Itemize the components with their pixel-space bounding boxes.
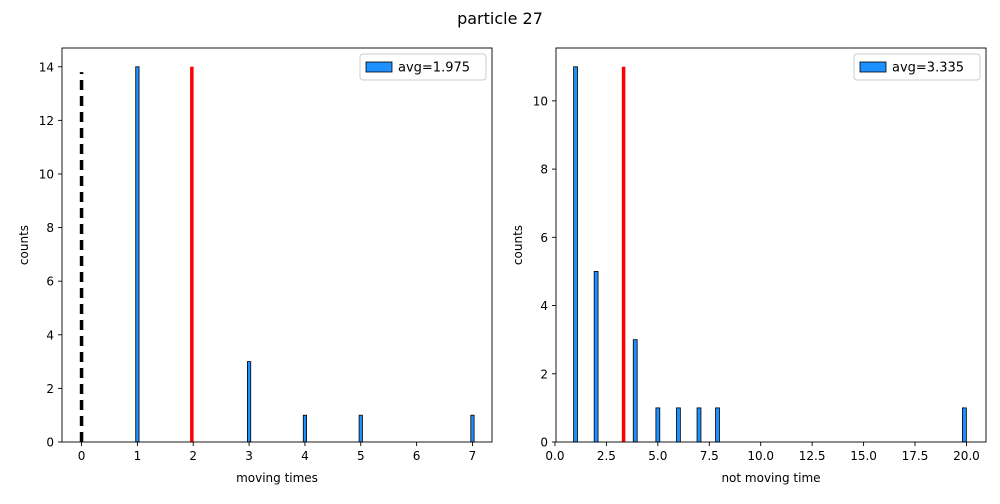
bar (470, 414, 475, 443)
right-chart-panel: 0.0 2.5 5.0 7.5 10.0 12.5 15.0 17.5 20.0 0 2 4 6 8 10 n… (511, 47, 987, 485)
legend-label: avg=1.975 (398, 61, 470, 76)
bar (696, 407, 702, 443)
y-axis-label: counts (17, 225, 31, 265)
bar (302, 414, 307, 443)
bar (358, 414, 363, 443)
x-tick-label: 6 (413, 449, 421, 463)
bar (573, 66, 578, 443)
y-tick-label: 14 (39, 60, 54, 74)
bar (655, 407, 661, 443)
y-tick-label: 4 (540, 299, 548, 313)
bar (246, 361, 252, 443)
y-tick-label: 10 (39, 167, 54, 181)
x-axis-label: moving times (236, 471, 318, 485)
axes-frame (61, 47, 493, 443)
y-tick-label: 8 (540, 163, 548, 177)
x-tick-label: 20.0 (953, 449, 980, 463)
y-tick-label: 10 (533, 94, 548, 108)
x-axis-label: not moving time (721, 471, 820, 485)
x-tick-label: 2.5 (597, 449, 616, 463)
bar (715, 407, 720, 443)
legend-box (853, 53, 981, 81)
x-tick-label: 7.5 (700, 449, 719, 463)
y-tick-label: 6 (46, 275, 54, 289)
y-tick-label: 4 (46, 328, 54, 342)
y-tick-label: 2 (540, 367, 548, 381)
bar (593, 271, 599, 443)
y-tick-label: 12 (39, 114, 54, 128)
y-tick-label: 0 (540, 436, 548, 450)
x-tick-label: 7 (469, 449, 477, 463)
y-tick-label: 8 (46, 221, 54, 235)
bar (962, 407, 967, 443)
bar (632, 339, 638, 443)
legend-swatch (859, 61, 887, 73)
x-tick-label: 15.0 (850, 449, 877, 463)
legend-label: avg=3.335 (892, 61, 964, 76)
axes-frame (555, 47, 987, 443)
y-tick-label: 0 (46, 436, 54, 450)
bar (135, 66, 140, 443)
bar (676, 407, 681, 443)
x-tick-label: 1 (134, 449, 142, 463)
x-tick-label: 5 (357, 449, 365, 463)
legend-swatch (365, 61, 393, 73)
x-tick-label: 12.5 (799, 449, 826, 463)
x-tick-label: 0 (78, 449, 86, 463)
y-axis-label: counts (511, 225, 525, 265)
x-tick-label: 0.0 (545, 449, 564, 463)
legend-box (359, 53, 487, 81)
y-tick-label: 6 (540, 231, 548, 245)
x-tick-label: 4 (301, 449, 309, 463)
y-tick-label: 2 (46, 382, 54, 396)
x-tick-label: 5.0 (648, 449, 667, 463)
x-tick-label: 10.0 (747, 449, 774, 463)
figure-title: particle 27 (457, 9, 543, 28)
x-tick-label: 17.5 (902, 449, 929, 463)
x-tick-label: 2 (189, 449, 197, 463)
x-tick-label: 3 (245, 449, 253, 463)
